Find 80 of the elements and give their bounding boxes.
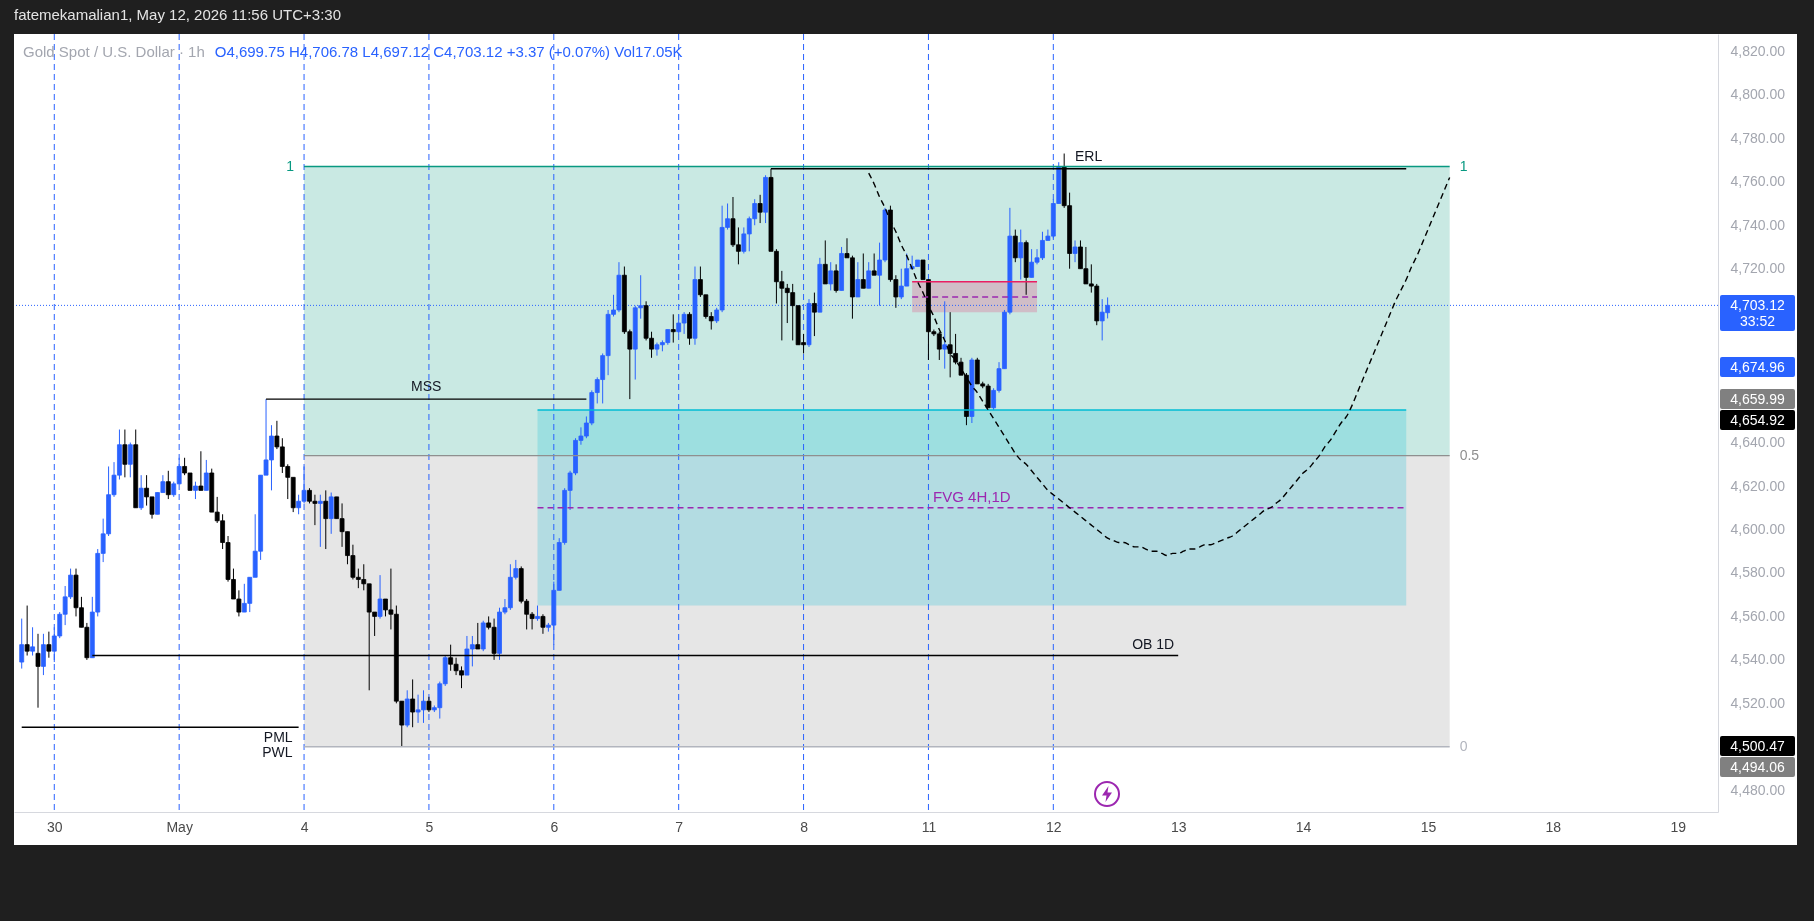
candlestick: [30, 626, 35, 657]
candlestick: [812, 292, 817, 337]
text: Gold Spot / U.S. Dollar · 1h: [23, 43, 205, 60]
x-tick-label: 14: [1295, 818, 1312, 835]
x-tick-label: 8: [800, 818, 809, 835]
y-tick-label: 4,820.00: [1730, 42, 1786, 59]
series-label: ERL: [1074, 147, 1103, 164]
candlestick: [1012, 229, 1018, 263]
candlestick: [46, 631, 52, 659]
candlestick: [198, 450, 204, 491]
series-label: 0.5: [1459, 446, 1480, 463]
candlestick: [138, 474, 144, 511]
candlestick: [35, 633, 41, 709]
series-label: 1: [1459, 157, 1468, 174]
series-label: PML PWL: [262, 729, 293, 761]
candlestick: [377, 574, 383, 620]
y-tick-label: 4,800.00: [1730, 86, 1786, 103]
candlestick: [475, 622, 481, 650]
candlestick: [323, 489, 329, 550]
y-tick-label: 4,540.00: [1730, 651, 1786, 668]
text: O4,699.75 H4,706.78 L4,697.12 C4,703.12 +3.37 (+0.07%) Vol17.05K: [214, 43, 683, 60]
candlestick: [24, 605, 30, 657]
x-tick-label: 13: [1170, 818, 1187, 835]
text: 4,500.47: [1720, 735, 1795, 756]
x-tick-label: 4: [300, 818, 309, 835]
y-tick-label: 4,620.00: [1730, 477, 1786, 494]
candlestick: [19, 618, 25, 670]
candlestick: [860, 252, 866, 289]
candlestick: [540, 613, 546, 635]
y-tick-label: 4,740.00: [1730, 216, 1786, 233]
x-tick-label: 7: [675, 818, 684, 835]
x-tick-label: 15: [1420, 818, 1437, 835]
candlestick: [1018, 229, 1024, 281]
y-tick-label: 4,560.00: [1730, 607, 1786, 624]
series-label: 0: [1459, 737, 1468, 754]
series-label: FVG 4H,1D: [933, 487, 1011, 505]
x-tick-label: 6: [550, 818, 559, 835]
candlestick: [670, 313, 676, 344]
annotation: 1: [286, 157, 295, 174]
text: 4,654.92: [1720, 410, 1795, 431]
candlestick: [828, 261, 834, 291]
candlestick: [866, 261, 872, 289]
ref-line-label: 4,703.12 33:52: [1720, 295, 1795, 332]
candlestick: [757, 194, 763, 224]
candlestick: [833, 263, 839, 294]
candlestick: [871, 252, 877, 276]
candlestick: [165, 470, 171, 500]
y-tick-label: 4,640.00: [1730, 434, 1786, 451]
text: 4,494.06: [1720, 756, 1795, 777]
y-tick-label: 4,520.00: [1730, 694, 1786, 711]
x-tick-label: 11: [921, 818, 937, 835]
text: fatemekamalian1, May 12, 2026 11:56 UTC+3:30: [14, 5, 341, 25]
candlestick: [822, 239, 828, 285]
series-label: MSS: [411, 378, 442, 395]
x-tick-label: 19: [1670, 818, 1687, 835]
candlestick: [687, 311, 692, 346]
x-tick-label: 18: [1545, 818, 1562, 835]
candlestick: [122, 429, 128, 478]
text: 4,674.96: [1720, 356, 1795, 377]
x-tick-label: 30: [47, 818, 63, 835]
series-label: OB 1D: [1132, 635, 1175, 652]
x-tick-label: 5: [425, 818, 434, 835]
y-tick-label: 4,720.00: [1730, 260, 1786, 277]
candlestick: [328, 492, 334, 535]
candlestick: [855, 261, 861, 298]
y-tick-label: 4,480.00: [1730, 781, 1786, 798]
y-tick-label: 4,760.00: [1730, 173, 1786, 190]
y-tick-label: 4,600.00: [1730, 520, 1786, 537]
candlestick: [410, 678, 416, 728]
candlestick: [203, 459, 209, 491]
y-tick-label: 4,580.00: [1730, 564, 1786, 581]
x-tick-label: May: [166, 818, 193, 835]
text: 4,659.99: [1720, 389, 1795, 410]
y-tick-label: 4,780.00: [1730, 129, 1786, 146]
candlestick: [317, 494, 323, 548]
line-series: [868, 172, 1451, 557]
x-tick-label: 12: [1046, 818, 1062, 835]
candlestick: [127, 442, 133, 478]
candlestick: [1072, 239, 1078, 263]
candlestick: [41, 633, 46, 676]
